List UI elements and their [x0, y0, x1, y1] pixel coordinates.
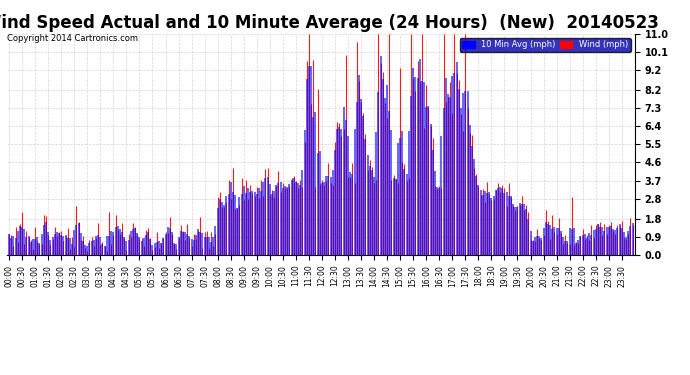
Legend: 10 Min Avg (mph), Wind (mph): 10 Min Avg (mph), Wind (mph) [460, 38, 631, 52]
Text: Copyright 2014 Cartronics.com: Copyright 2014 Cartronics.com [7, 34, 138, 43]
Title: Wind Speed Actual and 10 Minute Average (24 Hours)  (New)  20140523: Wind Speed Actual and 10 Minute Average … [0, 14, 659, 32]
